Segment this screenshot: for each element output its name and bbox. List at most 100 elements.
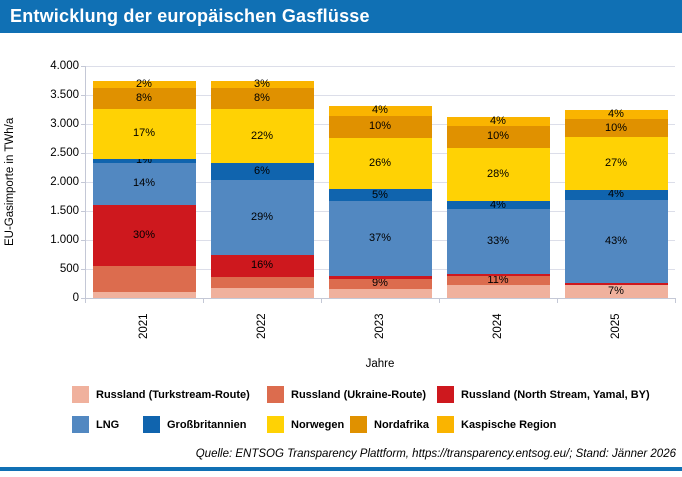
y-axis-tick — [81, 152, 85, 154]
bar-segment — [446, 276, 550, 285]
bar-segment — [210, 109, 314, 164]
bar-segment — [210, 87, 314, 110]
bar-segment — [446, 147, 550, 201]
y-tick-label: 3.500 — [50, 89, 79, 101]
x-axis-tick — [674, 298, 676, 303]
y-tick-label: 1.000 — [50, 234, 79, 246]
segment-label: 9% — [372, 277, 388, 290]
legend-label: Großbritannien — [167, 418, 247, 431]
bar-segment — [564, 189, 668, 200]
y-axis-tick — [81, 94, 85, 96]
segment-label: 5% — [372, 188, 388, 201]
segment-label: 4% — [608, 188, 624, 201]
bar-segment — [328, 200, 432, 276]
segment-label: 37% — [368, 231, 392, 244]
bar-segment — [446, 125, 550, 148]
x-axis-tick — [202, 298, 204, 303]
legend-item: Kaspische Region — [437, 416, 556, 433]
legend-item: Russland (Turkstream-Route) — [72, 386, 250, 403]
segment-label: 22% — [250, 129, 274, 142]
segment-label: 27% — [604, 156, 628, 169]
segment-label: 29% — [250, 211, 274, 224]
segment-label: 2% — [136, 77, 152, 90]
bar-segment — [210, 80, 314, 88]
segment-label: 11% — [487, 273, 509, 286]
gridline — [85, 94, 675, 96]
bar-segment — [210, 179, 314, 256]
segment-label: 8% — [136, 91, 152, 104]
legend-swatch — [267, 386, 284, 403]
x-tick-label: 2025 — [610, 313, 622, 339]
y-axis-tick — [81, 268, 85, 270]
segment-label: 7% — [608, 284, 624, 297]
y-tick-label: 0 — [72, 292, 79, 304]
legend-label: Russland (Turkstream-Route) — [96, 388, 250, 401]
legend-swatch — [72, 416, 89, 433]
y-axis-title: EU-Gasimporte in TWh/a — [4, 117, 16, 247]
legend-label: Nordafrika — [374, 418, 430, 431]
bar-segment — [328, 289, 432, 298]
bar-segment — [564, 282, 668, 285]
y-axis-tick — [81, 210, 85, 212]
bar-segment — [446, 274, 550, 277]
bar-segment — [328, 115, 432, 138]
y-tick-label: 2.500 — [50, 147, 79, 159]
legend-label: Russland (North Stream, Yamal, BY) — [461, 388, 650, 401]
x-tick-label: 2022 — [256, 313, 268, 339]
bar-segment — [210, 276, 314, 288]
bar-segment — [210, 255, 314, 277]
y-axis-tick — [81, 123, 85, 125]
x-axis-title: Jahre — [365, 358, 395, 370]
y-axis-tick — [81, 297, 85, 299]
x-tick-label: 2023 — [374, 313, 386, 339]
bar-segment — [92, 109, 196, 159]
segment-label: 33% — [486, 235, 510, 248]
bar-segment — [92, 266, 196, 293]
bar-segment — [564, 284, 668, 298]
x-tick-label: 2021 — [138, 313, 150, 339]
legend-swatch — [437, 416, 454, 433]
bar-segment — [564, 110, 668, 119]
segment-label: 16% — [250, 259, 274, 272]
legend-label: Russland (Ukraine-Route) — [291, 388, 427, 401]
y-tick-label: 500 — [59, 263, 79, 275]
bar-segment — [446, 200, 550, 210]
y-axis-line — [84, 66, 86, 298]
segment-label: 4% — [490, 198, 506, 211]
legend-label: Kaspische Region — [461, 418, 557, 431]
legend-item: Norwegen — [267, 416, 344, 433]
segment-label: 3% — [254, 77, 270, 90]
segment-label: 10% — [368, 120, 392, 133]
header-bar: Entwicklung der europäischen Gasflüsse — [0, 0, 682, 33]
segment-label: 4% — [608, 107, 624, 120]
segment-label: 4% — [372, 104, 388, 117]
bar-segment — [564, 118, 668, 138]
bar-segment — [328, 275, 432, 279]
segment-label: 4% — [490, 115, 506, 128]
bar-segment — [564, 199, 668, 283]
legend-swatch — [267, 416, 284, 433]
segment-label: 6% — [254, 165, 270, 178]
y-tick-label: 2.000 — [50, 176, 79, 188]
y-tick-label: 4.000 — [50, 60, 79, 72]
bar-segment — [446, 209, 550, 275]
segment-label: 10% — [486, 130, 510, 143]
segment-label: 14% — [132, 177, 156, 190]
segment-label: 28% — [486, 167, 510, 180]
y-tick-label: 3.000 — [50, 118, 79, 130]
bar-segment — [328, 189, 432, 201]
legend-label: Norwegen — [291, 418, 345, 431]
x-axis-tick — [320, 298, 322, 303]
legend-label: LNG — [96, 418, 120, 431]
bar-segment — [92, 292, 196, 298]
y-tick-label: 1.500 — [50, 205, 79, 217]
legend-item: LNG — [72, 416, 119, 433]
legend-item: Russland (Ukraine-Route) — [267, 386, 426, 403]
segment-label: 8% — [254, 91, 270, 104]
page-title: Entwicklung der europäischen Gasflüsse — [10, 6, 370, 26]
segment-label: 30% — [132, 228, 156, 241]
x-axis-tick — [84, 298, 86, 303]
legend-item: Nordafrika — [350, 416, 429, 433]
bottom-rule — [0, 467, 682, 471]
